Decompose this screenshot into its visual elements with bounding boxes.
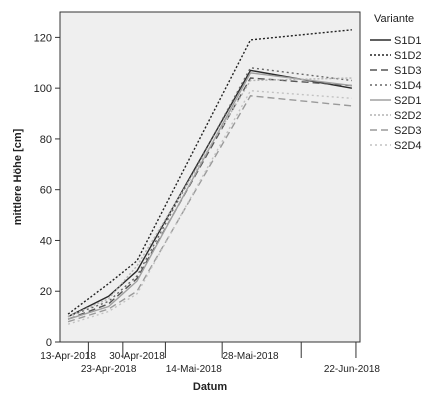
y-axis-label: mittlere Höhe [cm] [12, 128, 24, 225]
x-tick-label: 28-Mai-2018 [222, 351, 279, 362]
y-tick-label: 100 [34, 83, 52, 95]
x-tick-label: 22-Jun-2018 [324, 364, 381, 375]
y-tick-label: 0 [46, 337, 52, 349]
legend-label-s1d1: S1D1 [394, 35, 422, 47]
legend-label-s2d1: S2D1 [394, 95, 422, 107]
y-tick-label: 20 [40, 286, 52, 298]
series-line-s1d4 [67, 67, 352, 318]
series-line-s2d1 [67, 72, 352, 320]
legend-label-s2d3: S2D3 [394, 125, 422, 137]
legend-label-s2d2: S2D2 [394, 110, 422, 122]
x-axis-label: Datum [193, 381, 227, 393]
y-tick-label: 40 [40, 235, 52, 247]
legend: Variante S1D1 S1D2 S1D3 S1D4 S2D1 S2D2 S2D3 S2D… [370, 13, 422, 152]
x-tick-label: 14-Mai-2018 [166, 364, 223, 375]
legend-title: Variante [374, 13, 414, 25]
legend-label-s2d4: S2D4 [394, 140, 422, 152]
y-tick-label: 80 [40, 134, 52, 146]
y-tick-label: 120 [34, 32, 52, 44]
series-line-s2d3 [67, 95, 352, 323]
x-tick-label: 30-Apr-2018 [109, 351, 165, 362]
series-line-s1d1 [67, 69, 353, 318]
series-lines [67, 29, 353, 325]
x-axis: 13-Apr-2018 23-Apr-2018 30-Apr-201814-Mai-… [40, 342, 380, 375]
x-tick-label: 13-Apr-2018 [40, 351, 96, 362]
series-line-s2d4 [67, 89, 352, 325]
series-line-s2d2 [67, 77, 352, 318]
legend-label-s1d3: S1D3 [394, 65, 422, 77]
y-axis: 0 20 40 60 80 100 120 [34, 32, 60, 349]
plot-area [59, 11, 361, 343]
y-tick-label: 60 [40, 185, 52, 197]
x-tick-label: 23-Apr-2018 [81, 364, 137, 375]
series-line-s1d2 [67, 29, 352, 315]
legend-label-s1d4: S1D4 [394, 80, 422, 92]
legend-label-s1d2: S1D2 [394, 50, 422, 62]
series-line-s1d3 [67, 77, 352, 320]
